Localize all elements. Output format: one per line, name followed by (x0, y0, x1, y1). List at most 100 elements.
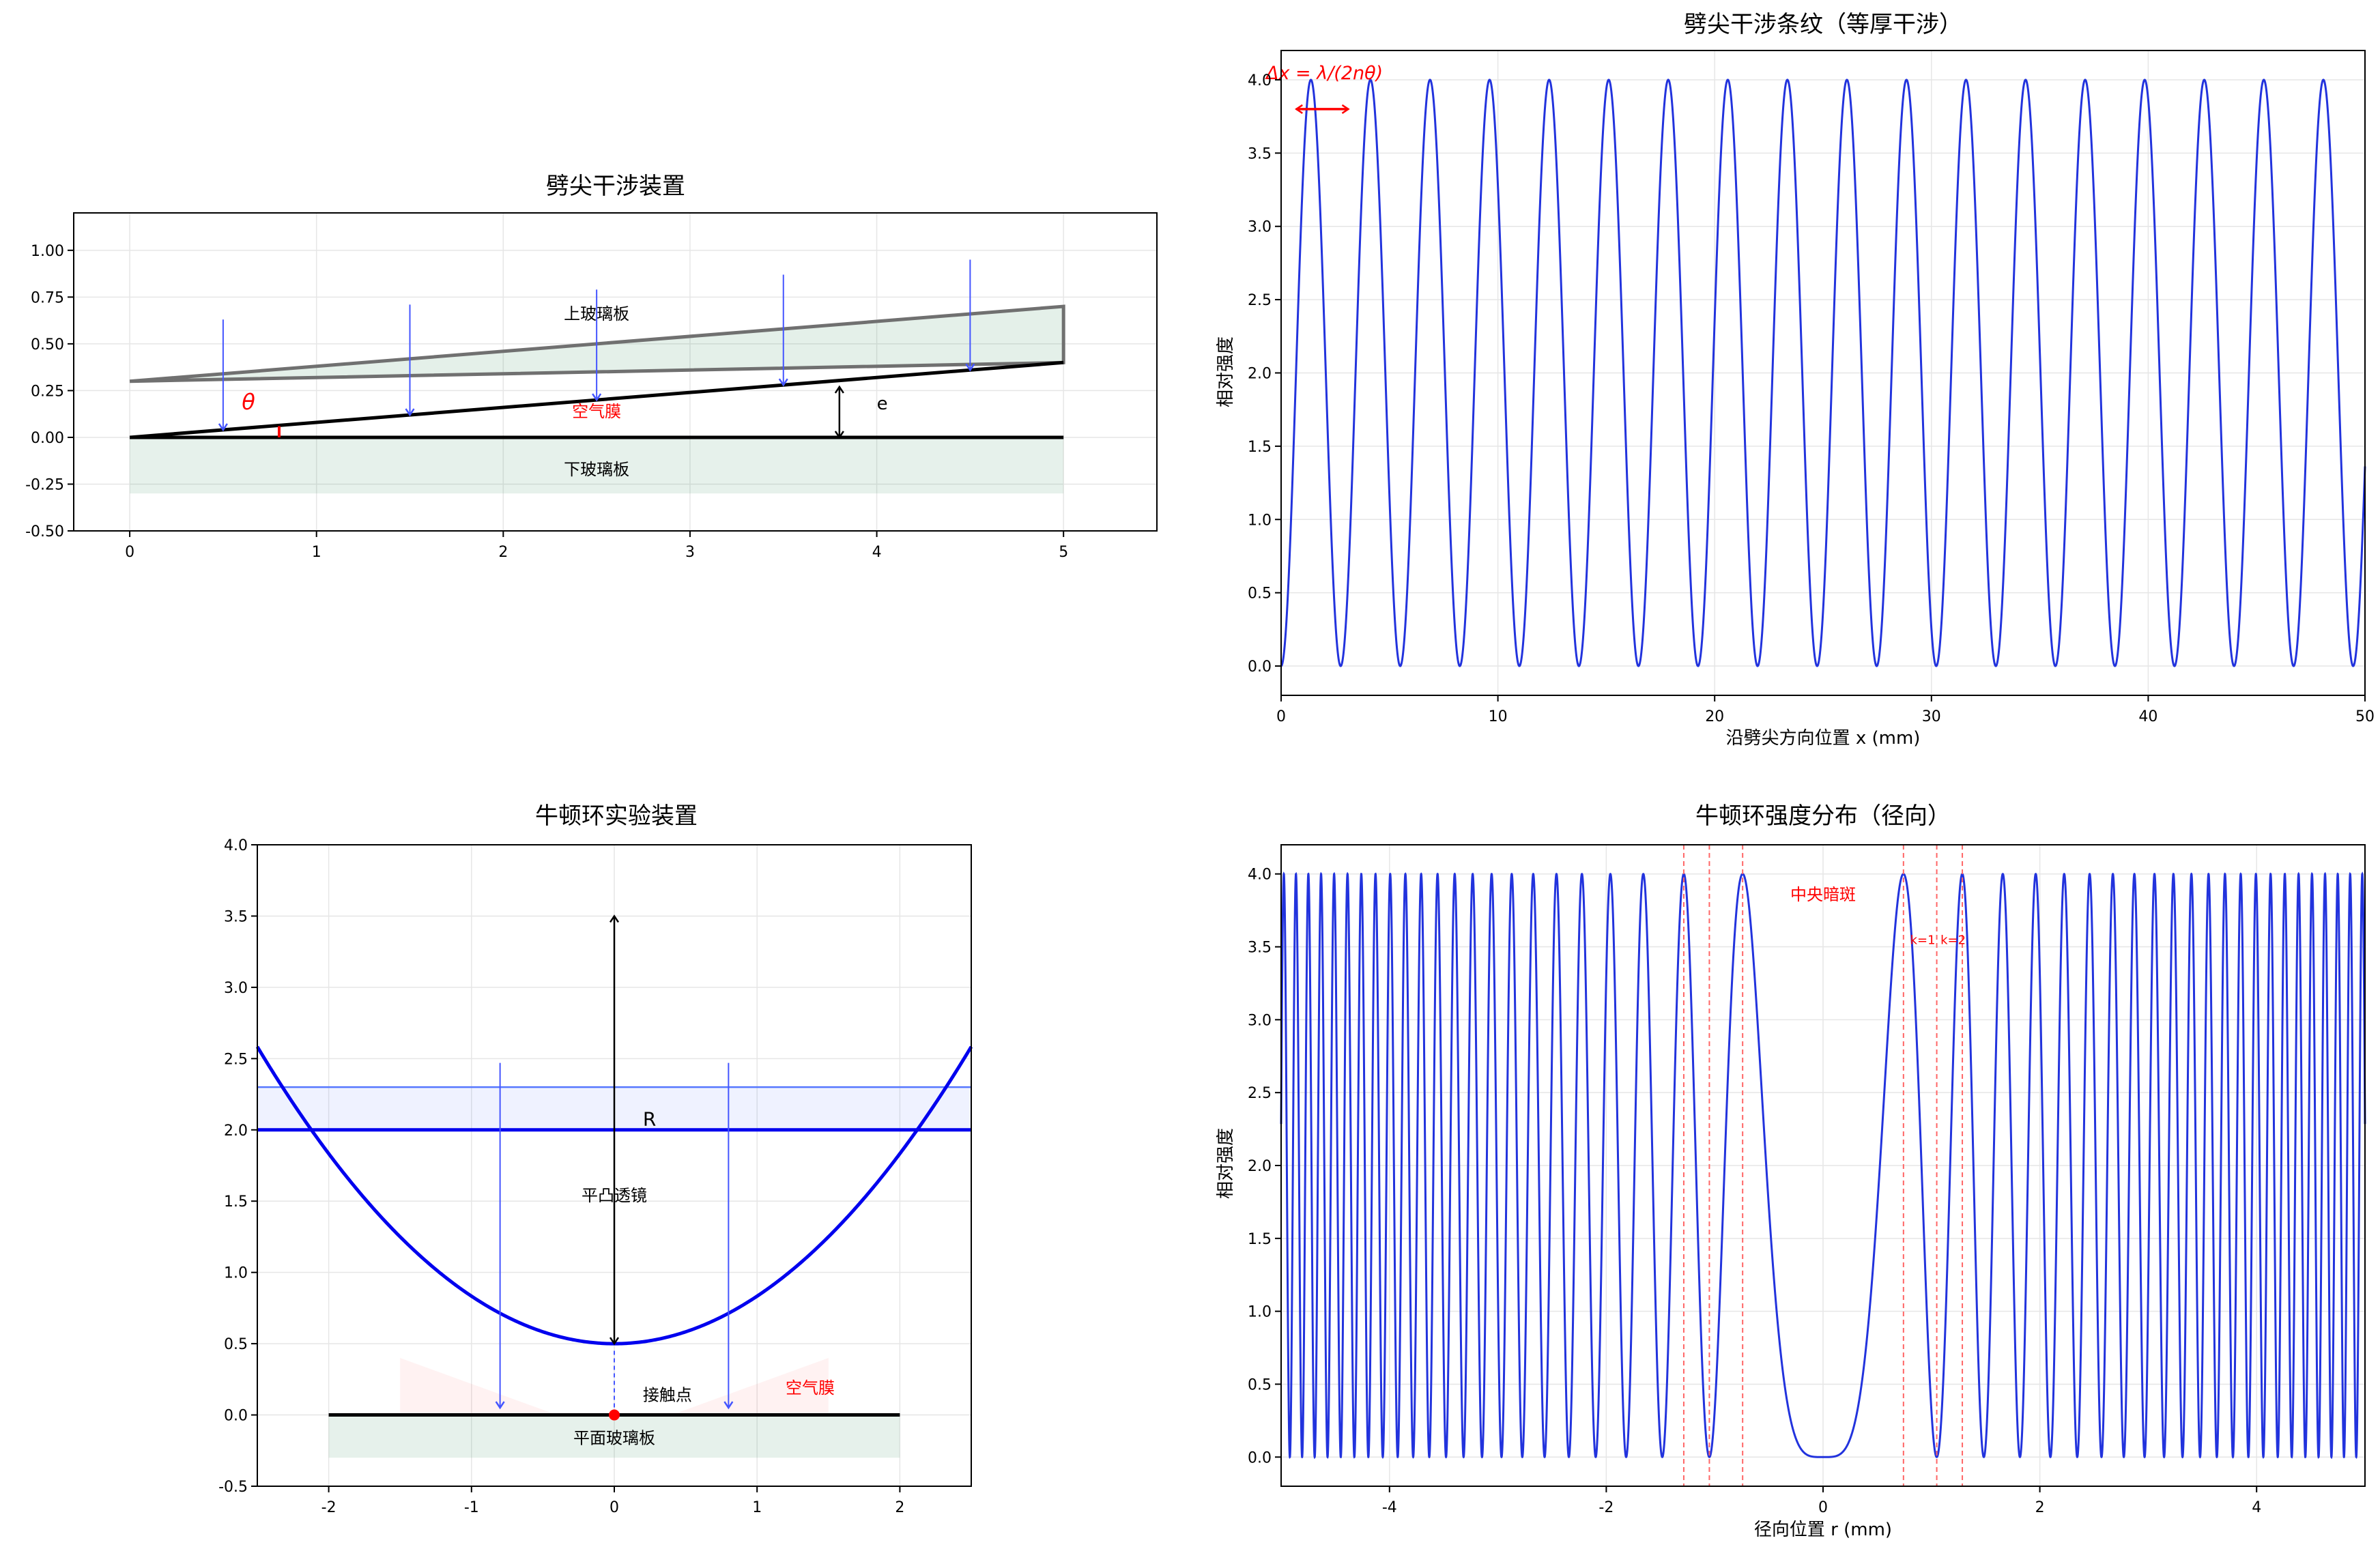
newton-setup-y-tick-label: 2.0 (224, 1123, 248, 1140)
wedge-fringes-x-tick-label: 0 (1276, 708, 1286, 725)
radius-label: R (643, 1108, 656, 1131)
central-dark-spot-label: 中央暗斑 (1790, 885, 1856, 904)
wedge-fringes-x-label: 沿劈尖方向位置 x (mm) (1726, 728, 1921, 749)
air-film-label: 空气膜 (572, 402, 621, 421)
wedge-fringes-y-tick-label: 2.5 (1248, 292, 1272, 309)
wedge-fringes-y-tick-label: 1.5 (1248, 439, 1272, 456)
wedge-fringes-x-tick-label: 20 (1705, 708, 1724, 725)
air-film-right (671, 1358, 829, 1415)
wedge-fringes-y-tick-label: 3.5 (1248, 145, 1272, 162)
wedge-setup-y-ticks: -0.50 -0.25 0.00 0.25 0.50 0.75 1.00 (25, 243, 74, 540)
newton-intensity-x-tick-label: -4 (1382, 1499, 1397, 1516)
newton-setup-y-tick-label: 3.5 (224, 908, 248, 925)
newton-intensity-x-tick-label: -2 (1598, 1499, 1614, 1516)
newton-setup-panel: 牛顿环实验装置 R 平凸透镜 接触点 空气膜 平面玻璃板 -2 -1 0 1 2 -0.… (218, 802, 973, 1516)
light-ray-arrowhead (405, 408, 415, 417)
wedge-fringes-y-ticks: 0.0 0.5 1.0 1.5 2.0 2.5 3.0 3.5 4.0 (1248, 72, 1281, 676)
newton-setup-y-tick-label: 1.5 (224, 1193, 248, 1211)
dark-ring-markers (1682, 845, 1964, 1486)
wedge-setup-y-tick-label: 0.75 (31, 289, 64, 306)
wedge-fringes-y-tick-label: 0.5 (1248, 585, 1272, 603)
fringe-spacing-arrow (1294, 104, 1350, 114)
fringe-spacing-arrowhead (1341, 104, 1350, 114)
wedge-fringes-x-ticks: 0 10 20 30 40 50 (1276, 695, 2375, 725)
light-ray-arrowhead (592, 393, 602, 402)
wedge-setup-y-tick-label: 0.00 (31, 430, 64, 447)
radius-arrowhead (609, 914, 620, 923)
thickness-label: e (877, 394, 888, 414)
newton-intensity-curve (1280, 871, 2366, 1460)
newton-intensity-x-label: 径向位置 r (mm) (1754, 1520, 1892, 1540)
wedge-setup-x-tick-label: 2 (498, 544, 508, 561)
wedge-setup-axes-frame (73, 212, 1158, 532)
wedge-setup-x-tick-label: 0 (125, 544, 134, 561)
newton-setup-x-tick-label: 1 (752, 1499, 762, 1516)
newton-intensity-y-tick-label: 0.5 (1248, 1376, 1272, 1393)
newton-intensity-y-tick-label: 2.0 (1248, 1158, 1272, 1175)
newton-intensity-panel: 牛顿环强度分布（径向） 中央暗斑 k=1 k=2 -4 -2 0 2 4 0.0 0.5 1… (1216, 802, 2366, 1540)
light-ray-arrowhead (218, 423, 228, 432)
wedge-setup-y-tick-label: -0.50 (25, 523, 64, 540)
thickness-arrowhead (834, 385, 844, 394)
radius-arrowhead (609, 1337, 620, 1346)
newton-intensity-y-ticks: 0.0 0.5 1.0 1.5 2.0 2.5 3.0 3.5 4.0 (1248, 867, 1281, 1466)
wedge-fringes-x-tick-label: 50 (2355, 708, 2375, 725)
wedge-setup-x-tick-label: 4 (872, 544, 882, 561)
wedge-fringes-x-tick-label: 30 (1922, 708, 1941, 725)
newton-setup-y-tick-label: -0.5 (218, 1479, 248, 1496)
wedge-setup-y-tick-label: 0.25 (31, 383, 64, 400)
wedge-fringes-y-tick-label: 2.0 (1248, 366, 1272, 383)
contact-point-label: 接触点 (643, 1386, 692, 1405)
newton-intensity-y-tick-label: 2.5 (1248, 1085, 1272, 1102)
fringe-spacing-arrowhead (1294, 104, 1303, 114)
wedge-setup-x-tick-label: 5 (1059, 544, 1068, 561)
wedge-fringes-y-label: 相对强度 (1216, 336, 1236, 407)
newton-setup-y-tick-label: 1.0 (224, 1265, 248, 1282)
wedge-intensity-curve (1280, 78, 2366, 667)
wedge-fringes-y-tick-label: 3.0 (1248, 219, 1272, 236)
newton-intensity-y-label: 相对强度 (1216, 1128, 1236, 1199)
radius-arrow (609, 914, 620, 1346)
wedge-setup-x-tick-label: 3 (685, 544, 695, 561)
wedge-fringes-y-tick-label: 1.0 (1248, 512, 1272, 529)
wedge-fringes-y-tick-label: 4.0 (1248, 72, 1272, 89)
newton-intensity-y-tick-label: 1.5 (1248, 1231, 1272, 1248)
newton-intensity-y-tick-label: 0.0 (1248, 1449, 1272, 1466)
newton-intensity-y-tick-label: 3.0 (1248, 1012, 1272, 1029)
wedge-setup-y-tick-label: 1.00 (31, 243, 64, 260)
wedge-fringes-panel: 劈尖干涉条纹（等厚干涉） Δx = λ/(2nθ) 0 10 20 30 40 50 0.… (1216, 11, 2375, 749)
wedge-fringes-y-tick-label: 0.0 (1248, 658, 1272, 676)
newton-intensity-y-tick-label: 4.0 (1248, 867, 1272, 884)
lens-label: 平凸透镜 (582, 1186, 647, 1205)
thickness-arrowhead (834, 431, 844, 439)
air-film-label: 空气膜 (786, 1378, 835, 1398)
light-rays (218, 259, 975, 432)
light-ray-arrowhead (778, 378, 788, 387)
newton-intensity-x-tick-label: 0 (1818, 1499, 1828, 1516)
newton-intensity-x-tick-label: 4 (2252, 1499, 2261, 1516)
light-ray-arrowhead (965, 363, 975, 372)
newton-setup-y-tick-label: 4.0 (224, 837, 248, 854)
newton-setup-y-ticks: -0.5 0.0 0.5 1.0 1.5 2.0 2.5 3.0 3.5 4.0 (218, 837, 257, 1496)
upper-glass-label: 上玻璃板 (564, 304, 629, 323)
newton-setup-x-tick-label: -2 (321, 1499, 336, 1516)
wedge-setup-y-tick-label: 0.50 (31, 336, 64, 353)
newton-setup-title: 牛顿环实验装置 (535, 802, 698, 830)
wedge-setup-x-tick-label: 1 (312, 544, 321, 561)
wedge-fringes-x-tick-label: 10 (1489, 708, 1508, 725)
wedge-fringes-title: 劈尖干涉条纹（等厚干涉） (1684, 11, 1962, 38)
newton-setup-x-ticks: -2 -1 0 1 2 (321, 1486, 904, 1516)
thickness-arrow (834, 385, 844, 439)
newton-intensity-y-tick-label: 1.0 (1248, 1304, 1272, 1321)
ring-k1-label: k=1 (1910, 933, 1936, 947)
lower-glass-plate (130, 437, 1064, 494)
newton-setup-y-tick-label: 3.0 (224, 980, 248, 997)
newton-setup-x-tick-label: 2 (895, 1499, 904, 1516)
angle-label: θ (242, 389, 255, 415)
light-rays (495, 1062, 734, 1410)
wedge-fringes-x-tick-label: 40 (2138, 708, 2157, 725)
wedge-setup-y-tick-label: -0.25 (25, 476, 64, 493)
newton-setup-x-tick-label: -1 (464, 1499, 479, 1516)
